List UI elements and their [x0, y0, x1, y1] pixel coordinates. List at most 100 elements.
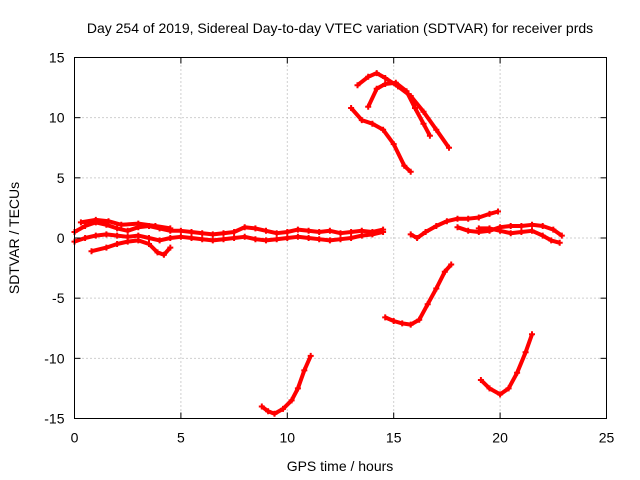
data-point — [365, 103, 372, 110]
data-point — [307, 352, 314, 359]
data-point — [486, 385, 493, 392]
data-point — [407, 168, 414, 175]
data-point — [103, 244, 110, 251]
data-point — [284, 229, 291, 235]
data-point — [550, 226, 557, 233]
axis-ticks: -15 -10 -5 0 5 10 15 0 5 10 15 20 25 — [44, 50, 614, 446]
data-point — [539, 232, 546, 239]
data-point — [556, 239, 563, 246]
data-point — [77, 219, 84, 226]
data-point — [294, 226, 301, 233]
data-point — [305, 227, 312, 234]
data-point — [177, 233, 184, 240]
data-point — [518, 223, 525, 229]
data-point — [390, 318, 397, 324]
data-point — [495, 208, 501, 215]
data-point — [373, 85, 380, 92]
series-band-f — [454, 221, 565, 239]
x-tick-label: 5 — [177, 430, 185, 446]
data-point — [426, 132, 433, 139]
data-point — [105, 218, 112, 225]
data-point — [114, 232, 121, 239]
y-tick-label: 5 — [57, 170, 65, 186]
data-point — [209, 231, 216, 238]
series-line — [409, 209, 499, 240]
data-point — [373, 70, 380, 77]
data-point — [529, 331, 535, 338]
data-point — [326, 237, 333, 244]
y-axis-label: SDTVAR / TECUs — [6, 182, 22, 294]
data-point — [135, 220, 142, 227]
data-point — [294, 233, 301, 240]
data-point — [424, 301, 431, 308]
data-point — [475, 225, 482, 232]
data-point — [514, 369, 521, 376]
data-point — [401, 162, 408, 169]
data-point — [160, 251, 167, 258]
series-upper-arc-1 — [348, 105, 414, 175]
data-point — [114, 225, 121, 232]
data-point — [446, 144, 452, 151]
data-point — [124, 238, 131, 245]
data-point — [231, 235, 238, 241]
data-point — [326, 227, 333, 234]
data-point — [433, 285, 440, 292]
data-point — [380, 126, 387, 133]
data-point — [220, 236, 227, 243]
data-point — [414, 235, 421, 241]
data-point — [399, 320, 406, 327]
data-point — [82, 235, 89, 241]
data-point — [433, 126, 440, 133]
x-tick-label: 25 — [599, 430, 615, 446]
data-point — [422, 229, 429, 235]
series-band-b — [71, 229, 387, 245]
data-point — [146, 241, 152, 247]
data-point — [358, 117, 365, 124]
data-point — [486, 210, 493, 217]
data-point — [177, 227, 184, 234]
data-point — [382, 75, 389, 81]
x-tick-label: 15 — [386, 430, 402, 446]
data-point — [263, 227, 269, 234]
data-point — [252, 225, 259, 232]
data-point — [167, 225, 174, 232]
data-point — [103, 231, 110, 238]
data-point — [146, 235, 152, 241]
chart-title: Day 254 of 2019, Sidereal Day-to-day VTE… — [87, 20, 593, 36]
data-point — [382, 81, 389, 87]
data-point — [188, 229, 195, 235]
data-point — [135, 237, 142, 244]
data-point — [263, 237, 269, 244]
data-point — [486, 225, 493, 232]
data-point — [392, 79, 399, 86]
y-tick-label: 0 — [57, 230, 65, 246]
data-point — [241, 224, 248, 231]
data-point — [92, 232, 99, 239]
data-point — [433, 223, 440, 229]
data-point — [407, 321, 414, 328]
data-point — [558, 232, 565, 239]
series-group — [71, 70, 565, 417]
series-band-e — [407, 208, 501, 241]
data-point — [507, 223, 514, 229]
data-point — [82, 223, 89, 229]
data-point — [505, 385, 512, 392]
data-point — [220, 230, 227, 237]
data-point — [369, 120, 376, 127]
data-point — [114, 241, 121, 247]
data-point — [167, 235, 174, 241]
data-point — [365, 73, 372, 80]
x-tick-label: 0 — [71, 430, 79, 446]
data-point — [241, 233, 248, 240]
y-tick-label: -10 — [44, 350, 64, 366]
data-point — [380, 229, 387, 235]
data-point — [265, 408, 272, 415]
data-point — [316, 236, 323, 243]
data-point — [209, 237, 216, 244]
series-band-d — [77, 216, 174, 232]
data-point — [348, 229, 355, 235]
data-point — [443, 218, 450, 225]
data-point — [231, 229, 238, 235]
data-point — [118, 221, 125, 228]
